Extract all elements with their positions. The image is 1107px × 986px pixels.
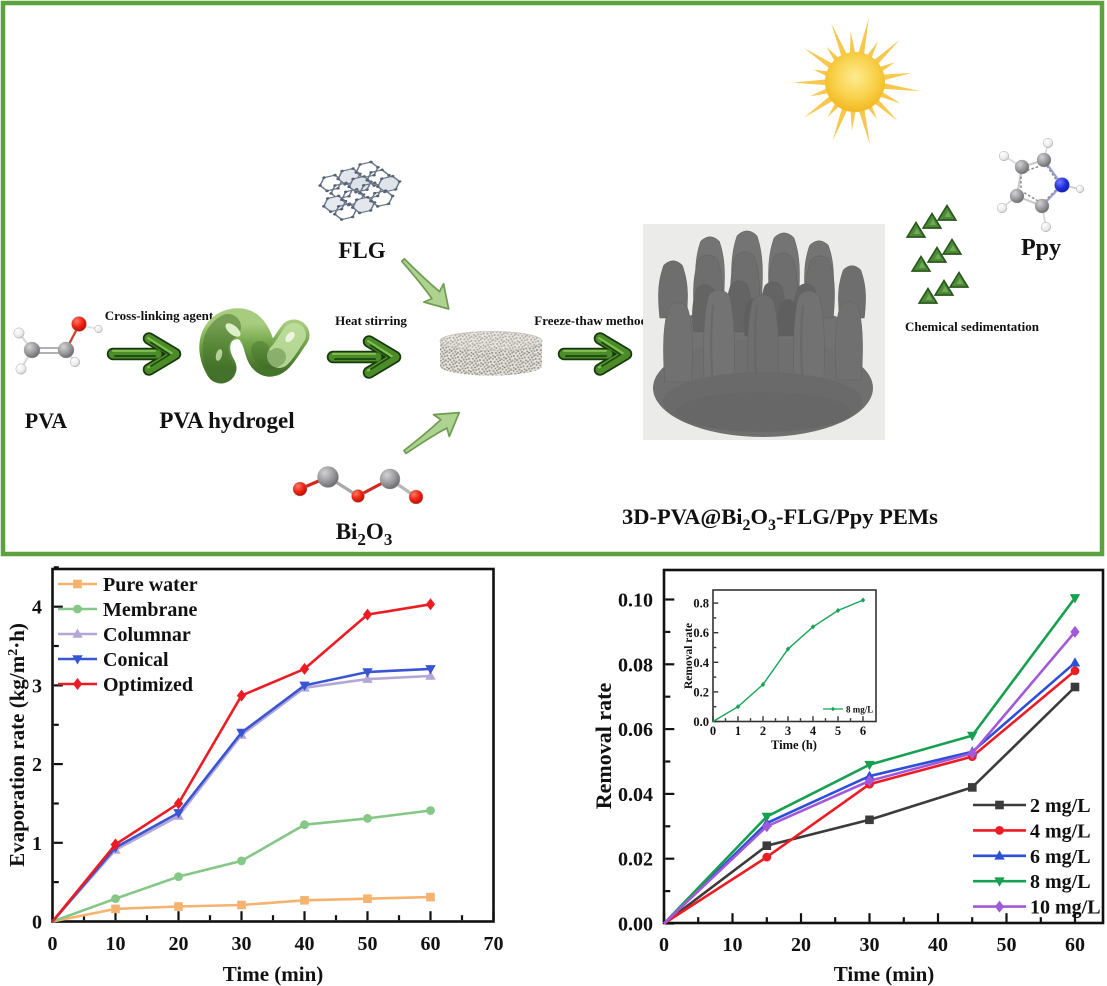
svg-text:8 mg/L: 8 mg/L (1030, 871, 1091, 893)
svg-text:0.6: 0.6 (693, 626, 709, 640)
svg-text:Heat stirring: Heat stirring (335, 313, 407, 328)
svg-text:Columnar: Columnar (103, 624, 191, 646)
svg-text:50: 50 (997, 934, 1017, 956)
svg-text:0.4: 0.4 (693, 656, 709, 670)
svg-text:Evaporation rate (kg/m2·h): Evaporation rate (kg/m2·h) (5, 623, 29, 867)
svg-text:4: 4 (810, 724, 817, 738)
svg-text:Ppy: Ppy (1021, 235, 1061, 261)
svg-text:6 mg/L: 6 mg/L (1030, 846, 1091, 868)
svg-text:FLG: FLG (338, 238, 385, 263)
svg-text:PVA: PVA (25, 408, 67, 433)
svg-text:30: 30 (232, 933, 252, 955)
svg-text:40: 40 (295, 933, 315, 955)
svg-text:Conical: Conical (103, 649, 169, 671)
svg-text:0: 0 (710, 724, 716, 738)
svg-text:Membrane: Membrane (103, 599, 198, 621)
svg-text:0.0: 0.0 (693, 715, 709, 729)
svg-text:2: 2 (32, 754, 42, 776)
svg-text:20: 20 (791, 934, 811, 956)
svg-text:Time (min): Time (min) (834, 962, 935, 986)
svg-text:Time (h): Time (h) (771, 738, 817, 752)
svg-text:0.2: 0.2 (693, 685, 709, 699)
svg-text:60: 60 (421, 933, 441, 955)
svg-text:3: 3 (32, 675, 42, 697)
svg-text:0.02: 0.02 (618, 849, 653, 871)
svg-text:30: 30 (860, 934, 880, 956)
svg-text:Optimized: Optimized (103, 674, 193, 696)
svg-text:Removal rate: Removal rate (591, 683, 616, 810)
svg-text:2 mg/L: 2 mg/L (1030, 795, 1091, 817)
svg-text:10 mg/L: 10 mg/L (1030, 897, 1101, 919)
svg-text:Pure water: Pure water (103, 574, 198, 596)
svg-text:0.04: 0.04 (618, 784, 653, 806)
svg-text:10: 10 (723, 934, 743, 956)
svg-text:4 mg/L: 4 mg/L (1030, 820, 1091, 842)
svg-text:5: 5 (835, 724, 841, 738)
svg-text:0.00: 0.00 (618, 914, 653, 936)
svg-text:20: 20 (169, 933, 189, 955)
svg-text:Cross-linking agent: Cross-linking agent (105, 308, 214, 323)
svg-text:60: 60 (1065, 934, 1085, 956)
svg-text:50: 50 (358, 933, 378, 955)
svg-text:2: 2 (760, 724, 766, 738)
svg-text:70: 70 (484, 933, 504, 955)
svg-text:Time (min): Time (min) (223, 962, 324, 986)
svg-text:0.10: 0.10 (618, 590, 653, 612)
svg-text:0: 0 (32, 912, 42, 934)
svg-text:0.08: 0.08 (618, 654, 653, 676)
svg-text:10: 10 (106, 933, 126, 955)
svg-text:Chemical sedimentation: Chemical sedimentation (905, 319, 1040, 334)
svg-text:1: 1 (32, 833, 42, 855)
svg-text:0.8: 0.8 (693, 597, 709, 611)
svg-text:0.06: 0.06 (618, 719, 653, 741)
svg-text:8 mg/L: 8 mg/L (846, 705, 873, 715)
svg-text:3: 3 (785, 724, 791, 738)
svg-text:Removal rate: Removal rate (683, 623, 695, 689)
svg-text:6: 6 (860, 724, 866, 738)
svg-text:PVA hydrogel: PVA hydrogel (159, 408, 294, 433)
svg-text:40: 40 (928, 934, 948, 956)
svg-text:Freeze-thaw method: Freeze-thaw method (534, 313, 648, 328)
svg-text:0: 0 (48, 933, 58, 955)
svg-text:4: 4 (32, 597, 42, 619)
svg-text:0: 0 (659, 934, 669, 956)
svg-text:1: 1 (735, 724, 741, 738)
